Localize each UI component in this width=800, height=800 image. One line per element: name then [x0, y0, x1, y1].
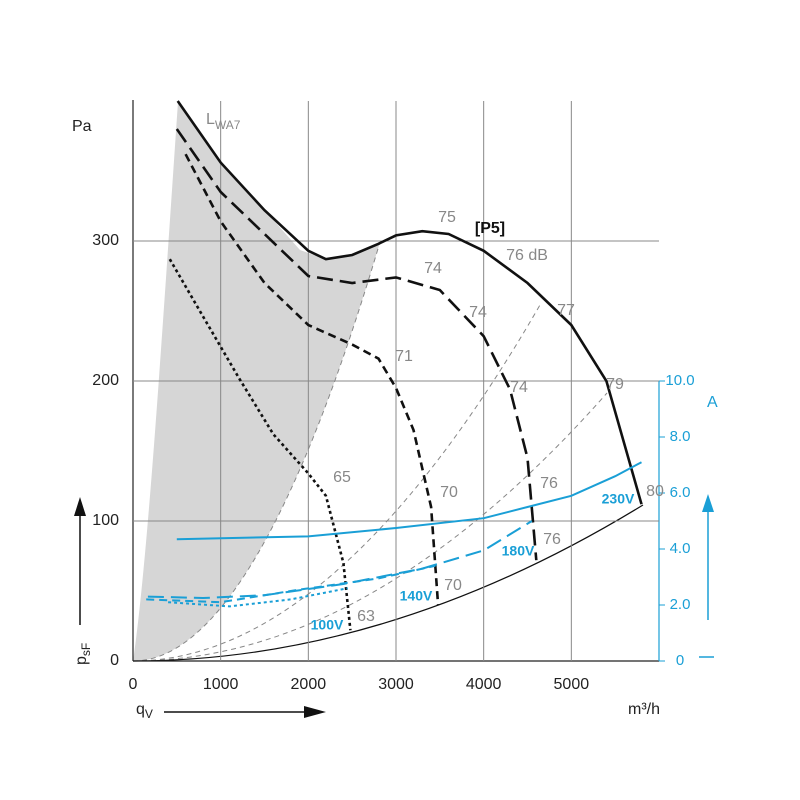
x-unit: m³/h	[628, 701, 660, 718]
annotation: 70	[444, 577, 462, 594]
x-label-sub: V	[145, 707, 153, 721]
curve-label: LWA7	[206, 111, 241, 132]
current-curve	[168, 587, 348, 608]
x-label: qV	[136, 701, 153, 721]
series-label: 100V	[311, 617, 344, 633]
annotation: 80	[646, 483, 664, 500]
series-label: 230V	[602, 491, 635, 507]
annotation: 75	[438, 209, 456, 226]
y-label-2-main: p	[73, 656, 90, 665]
pressure-curve	[176, 100, 643, 505]
annotation: [P5]	[475, 220, 505, 237]
pressure-curve	[168, 258, 352, 631]
annotation: 74	[469, 304, 487, 321]
annotation: 71	[395, 348, 413, 365]
y2-arrow-head	[702, 494, 714, 512]
y2-tick-label: 6.0	[670, 484, 691, 501]
system-line	[132, 304, 541, 662]
y-label-2-sub: sF	[79, 643, 93, 656]
y2-tick-label: 4.0	[670, 540, 691, 557]
annotation: 74	[424, 260, 442, 277]
annotation: 65	[333, 469, 351, 486]
y-tick-label: 200	[92, 372, 119, 389]
curve-label-main: L	[206, 111, 215, 128]
annotation: 63	[357, 608, 375, 625]
y-label: Pa	[72, 118, 92, 135]
y2-label: A	[707, 394, 718, 411]
x-tick-label: 5000	[554, 676, 590, 693]
y2-tick-label: 8.0	[670, 428, 691, 445]
system-lines	[132, 241, 608, 662]
y2-tick-label: 0	[676, 652, 684, 669]
pressure-curve	[175, 128, 538, 561]
annotation: 70	[440, 484, 458, 501]
annotation: 79	[606, 376, 624, 393]
y-tick-label: 300	[92, 232, 119, 249]
x-tick-label: 0	[129, 676, 138, 693]
y-arrow-head	[74, 497, 86, 516]
annotation: 77	[557, 302, 575, 319]
y2-tick-label: 2.0	[670, 596, 691, 613]
pressure-curve	[184, 153, 440, 606]
series-label: 140V	[400, 588, 433, 604]
annotation: 74	[510, 379, 528, 396]
annotation: 76	[540, 475, 558, 492]
boundary-curve	[132, 504, 644, 662]
current-curve	[176, 461, 642, 541]
x-tick-label: 2000	[291, 676, 327, 693]
series-label: 180V	[502, 543, 535, 559]
y-tick-label: 0	[110, 652, 119, 669]
annotation: 76 dB	[506, 247, 548, 264]
x-arrow-head	[304, 706, 326, 718]
curve-label-sub: WA7	[215, 118, 241, 132]
annotation: 76	[543, 531, 561, 548]
x-tick-label: 3000	[378, 676, 414, 693]
system-line	[132, 392, 608, 662]
y-label-2: psF	[73, 643, 93, 665]
x-tick-label: 4000	[466, 676, 502, 693]
y-tick-label: 100	[92, 512, 119, 529]
y2-tick-label: 10.0	[665, 372, 694, 389]
x-label-main: q	[136, 701, 145, 718]
current-curve	[146, 564, 436, 604]
x-tick-label: 1000	[203, 676, 239, 693]
